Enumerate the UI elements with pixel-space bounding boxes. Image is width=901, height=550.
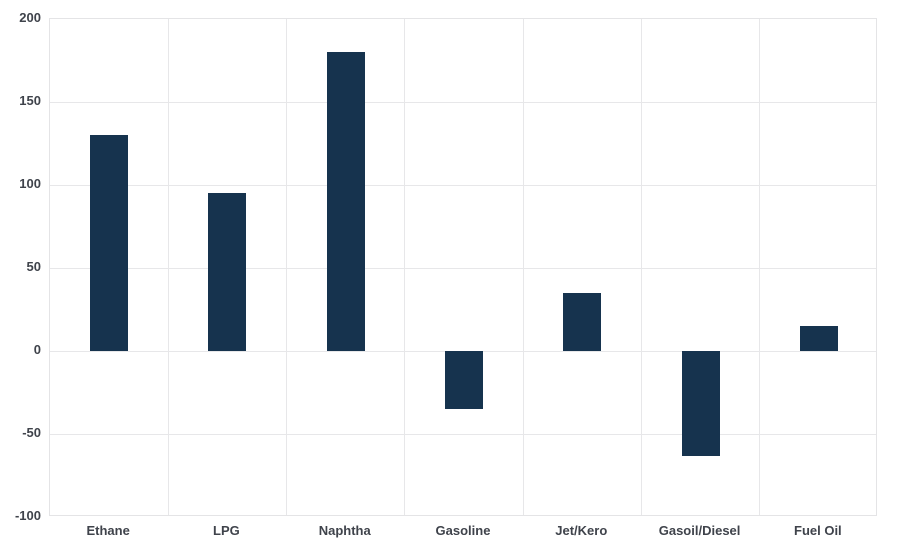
gridline-horizontal	[50, 101, 876, 103]
y-tick-label: -100	[14, 508, 41, 523]
x-category-label: Naphtha	[318, 523, 371, 538]
bar-fuel-oil	[799, 326, 838, 351]
x-category-label: LPG	[213, 523, 240, 538]
bar-lpg	[208, 193, 247, 351]
gridline-horizontal	[50, 184, 876, 186]
y-tick-label: 150	[19, 93, 41, 108]
x-category-label: Fuel Oil	[794, 523, 842, 538]
bar-naphtha	[326, 52, 365, 351]
y-tick-label: 0	[33, 342, 41, 357]
gridline-vertical	[286, 19, 288, 515]
gridline-horizontal	[50, 433, 876, 435]
y-tick-label: 200	[19, 10, 41, 25]
gridline-vertical	[640, 19, 642, 515]
bar-ethane	[90, 135, 129, 351]
x-category-label: Jet/Kero	[555, 523, 608, 538]
gridline-vertical	[404, 19, 406, 515]
bar-gasoil-diesel	[681, 351, 720, 456]
y-tick-label: -50	[22, 425, 41, 440]
y-tick-label: 50	[26, 259, 41, 274]
gridline-vertical	[759, 19, 761, 515]
gridline-horizontal	[50, 267, 876, 269]
plot-area	[49, 18, 877, 516]
gridline-vertical	[167, 19, 169, 515]
bar-gasoline	[445, 351, 483, 410]
x-category-label: Ethane	[86, 523, 130, 538]
gridline-vertical	[522, 19, 524, 515]
x-category-label: Gasoil/Diesel	[658, 523, 741, 538]
y-tick-label: 100	[19, 176, 41, 191]
x-category-label: Gasoline	[435, 523, 491, 538]
bar-jet-kero	[563, 292, 602, 351]
